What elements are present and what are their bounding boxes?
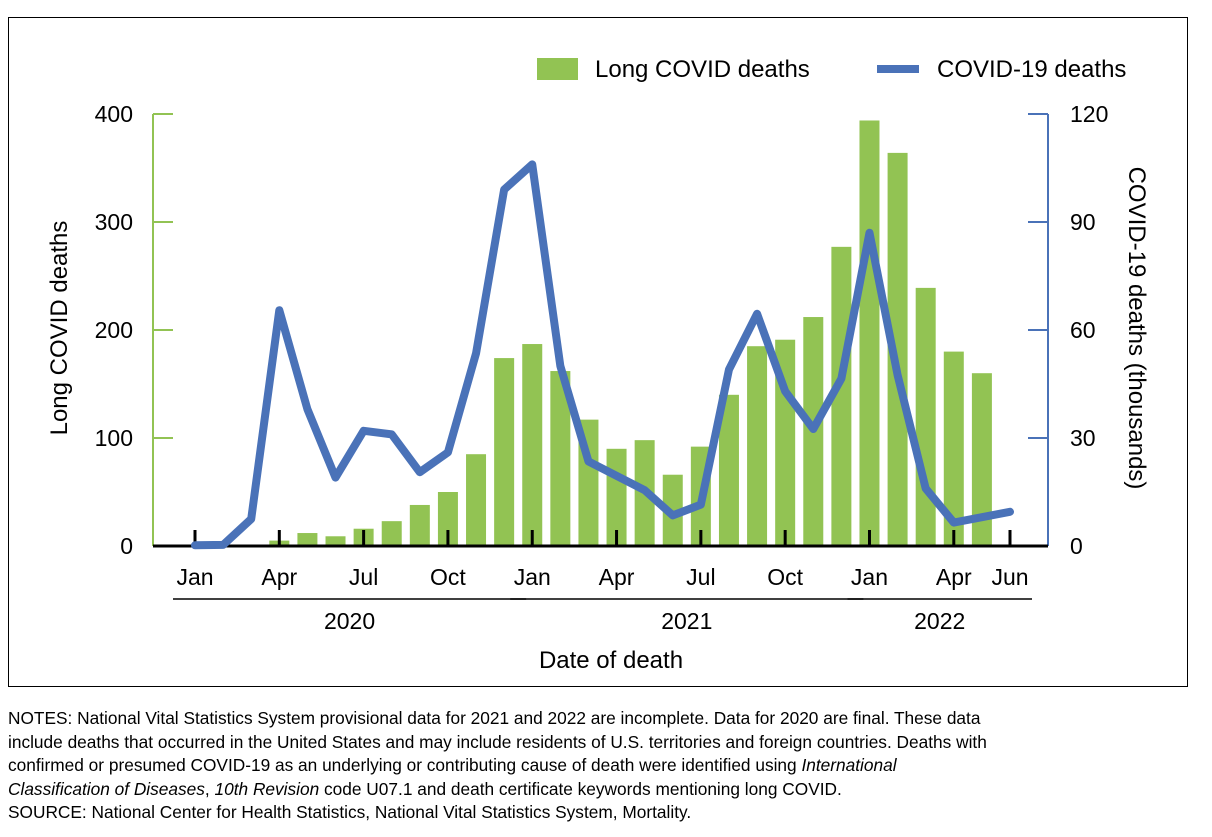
legend-label-long-covid: Long COVID deaths [595,56,810,83]
left-tick-label: 100 [95,425,133,451]
bar-long-covid [915,287,936,546]
year-label: 2020 [324,608,375,634]
left-tick-label: 300 [95,209,133,235]
x-tick-label: Oct [767,564,803,590]
line-covid19 [191,160,1014,550]
bar-long-covid [325,536,346,546]
right-tick-label: 0 [1070,533,1083,559]
left-tick-label: 0 [120,533,133,559]
bar-long-covid [437,492,458,546]
bar-long-covid [522,344,543,546]
x-tick-label: Jul [349,564,378,590]
bar-long-covid [943,351,964,546]
bar-long-covid [718,394,739,546]
notes: NOTES: National Vital Statistics System … [8,707,1203,825]
year-label: 2021 [661,608,712,634]
bar-long-covid [971,373,992,546]
right-tick-label: 90 [1070,209,1096,235]
x-tick-label: Jan [514,564,551,590]
right-tick-label: 30 [1070,425,1096,451]
x-axis-title: Date of death [539,647,683,674]
bar-long-covid [466,454,487,546]
notes-line-2: include deaths that occurred in the Unit… [8,731,987,752]
notes-line-4: Classification of Diseases, 10th Revisio… [8,778,842,799]
right-axis-title: COVID-19 deaths (thousands) [1123,167,1150,490]
bar-long-covid [831,246,852,546]
bar-long-covid [381,521,402,546]
source-line: SOURCE: National Center for Health Stati… [8,802,692,822]
x-tick-label: Jul [686,564,715,590]
bar-long-covid [297,533,318,546]
year-label: 2022 [914,608,965,634]
right-tick-label: 60 [1070,317,1096,343]
x-tick-label: Jan [851,564,888,590]
chart-frame [8,17,1188,687]
left-axis-title: Long COVID deaths [46,221,73,436]
legend-swatch-long-covid [537,58,578,80]
bar-long-covid [887,152,908,546]
x-tick-label: Apr [261,564,297,590]
notes-line-3: confirmed or presumed COVID-19 as an und… [8,755,897,775]
left-tick-label: 200 [95,317,133,343]
legend-swatch-covid19 [877,65,919,73]
bar-long-covid [747,346,768,546]
bar-long-covid [409,504,430,546]
legend-label-covid19: COVID-19 deaths [937,56,1126,83]
x-tick-label: Apr [936,564,972,590]
chart: 0 100 200 300 400 0 30 60 90 120 Jan Apr Jul Oct Jan Ap… [46,56,1150,674]
x-tick-label: Oct [430,564,466,590]
bar-long-covid [859,120,880,546]
x-tick-label: Jan [176,564,213,590]
notes-line-1: NOTES: National Vital Statistics System … [8,708,981,728]
x-tick-label: Apr [599,564,635,590]
right-tick-label: 120 [1070,101,1108,127]
left-tick-label: 400 [95,101,133,127]
bar-long-covid [494,358,515,546]
x-tick-label: Jun [991,564,1028,590]
bar-long-covid [550,371,571,546]
